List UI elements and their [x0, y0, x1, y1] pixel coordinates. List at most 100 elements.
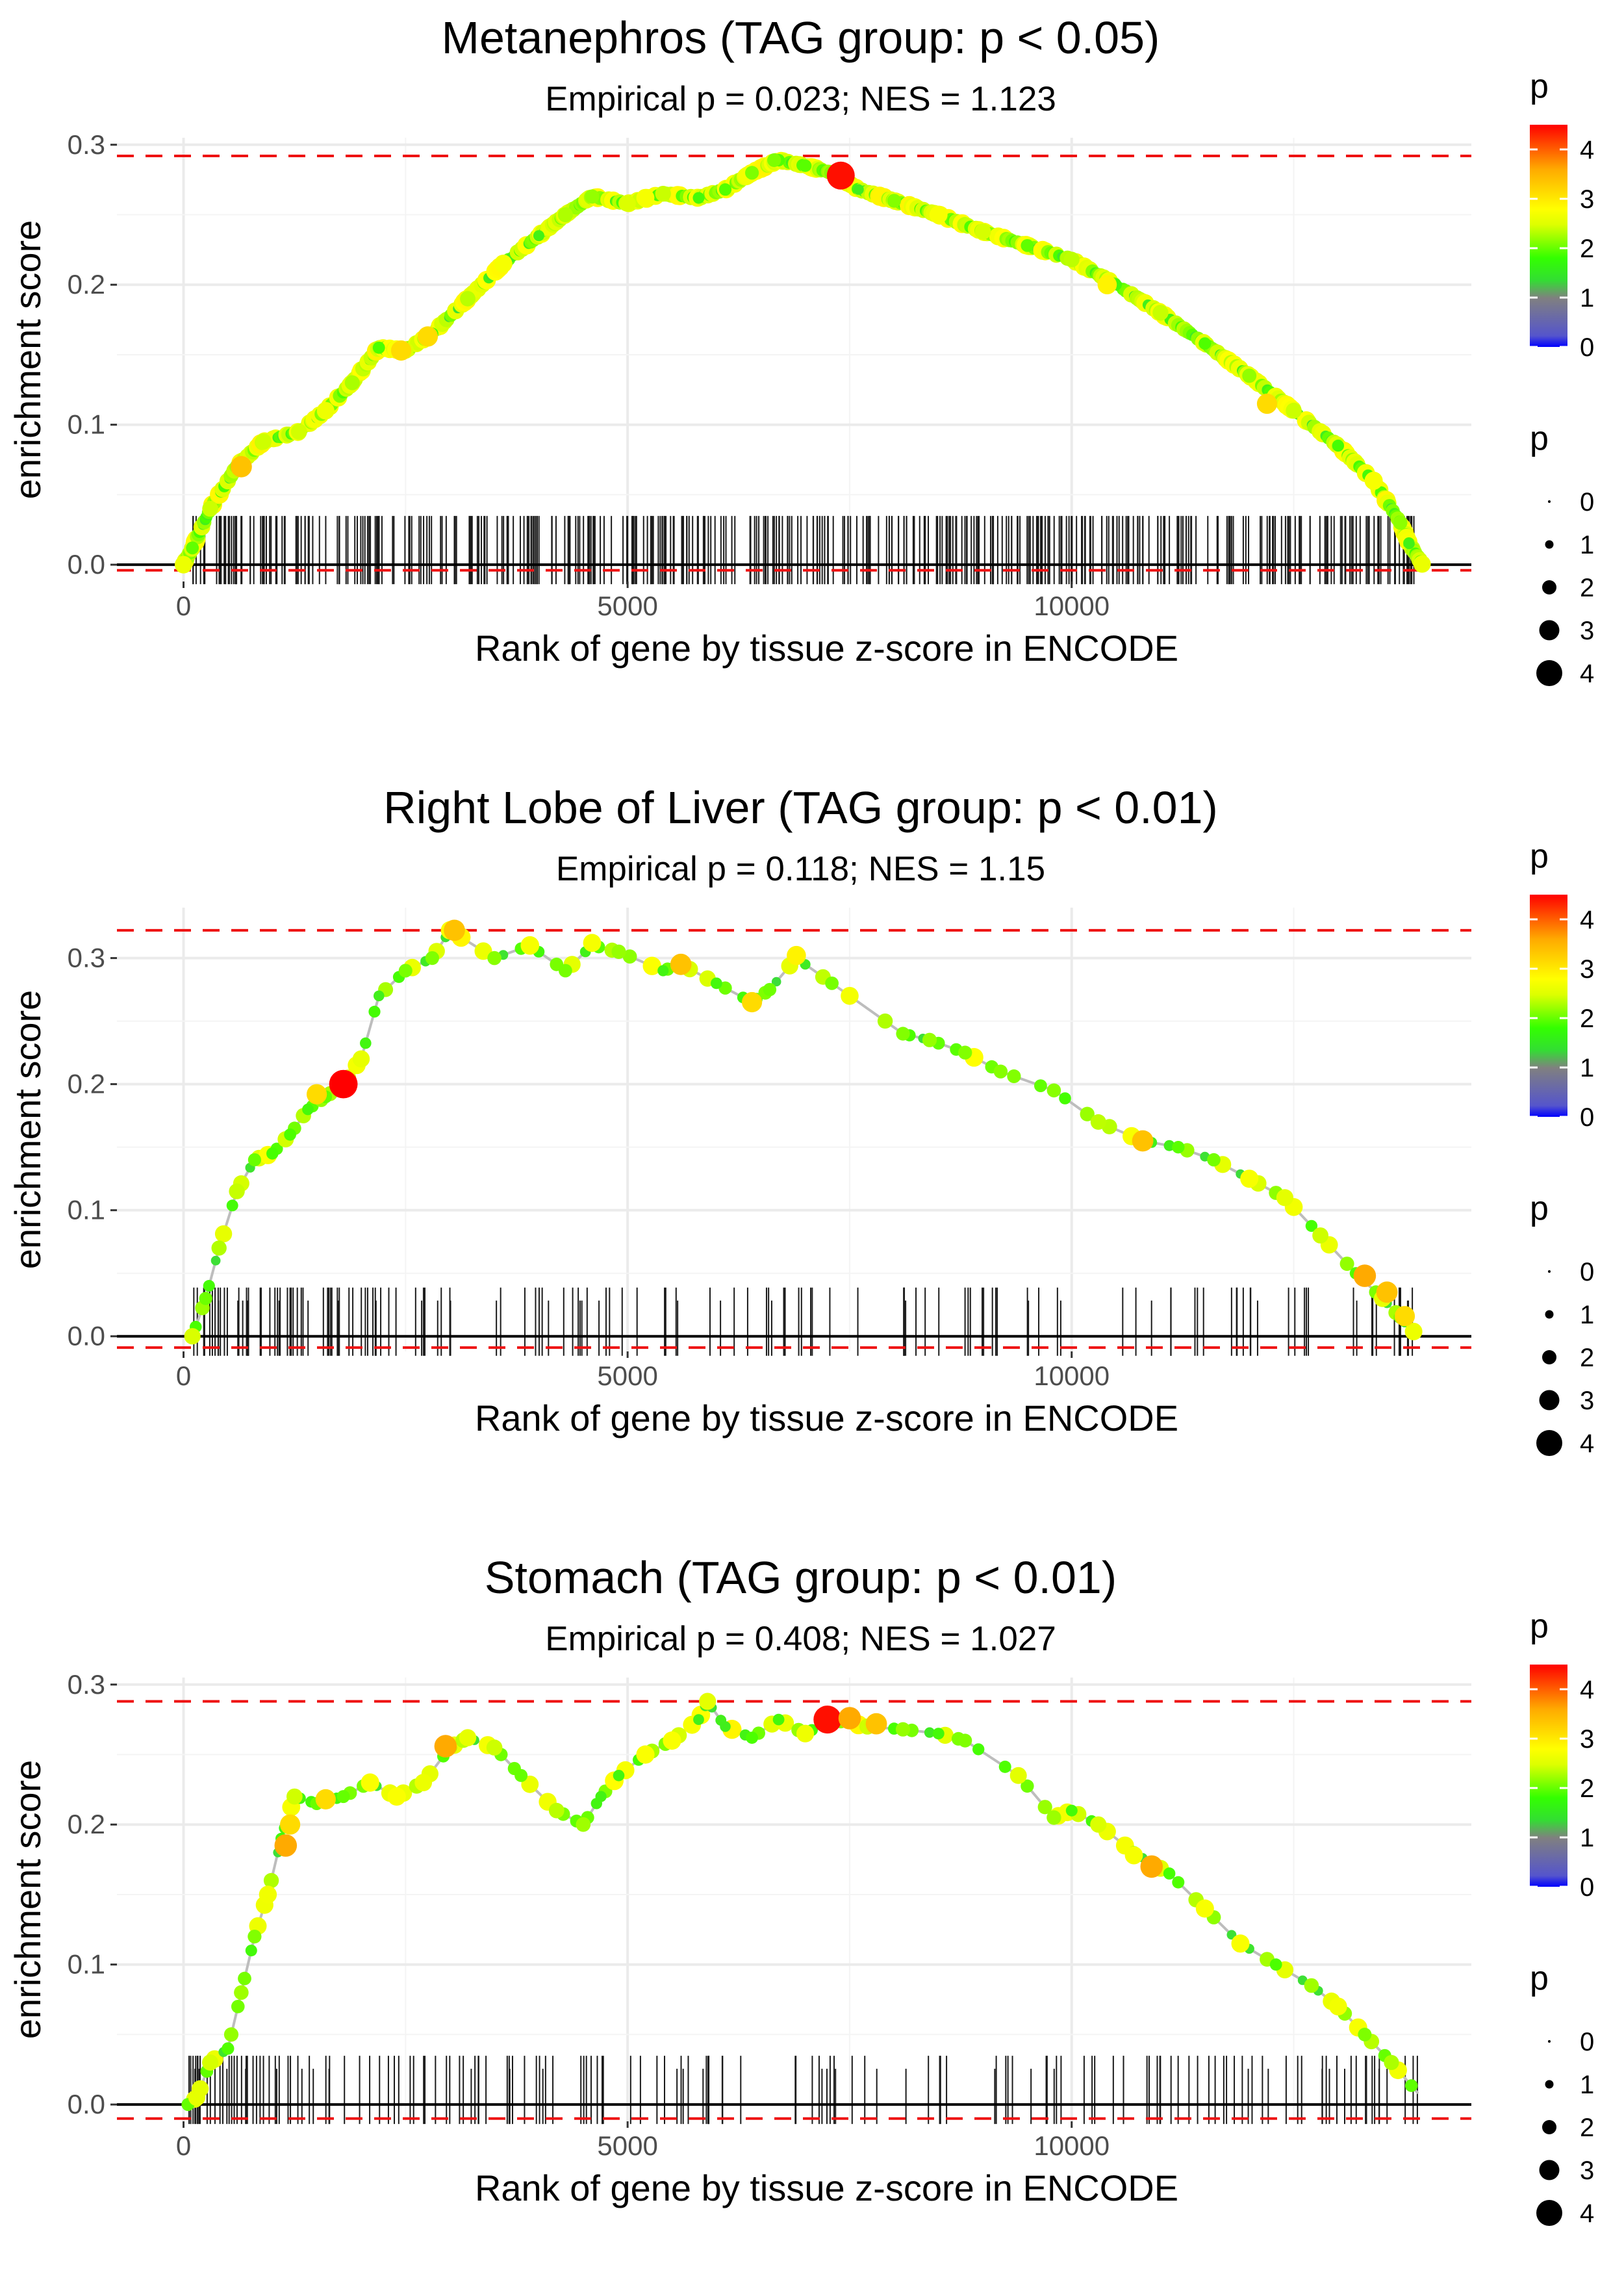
gene-point — [711, 977, 722, 990]
gene-point — [1063, 251, 1080, 268]
x-axis-title: Rank of gene by tissue z-score in ENCODE — [475, 2167, 1178, 2208]
gene-point-highlight — [520, 936, 539, 955]
colorbar-label: 2 — [1580, 1004, 1594, 1033]
x-tick-label: 0 — [176, 1361, 191, 1391]
color-legend: p 0 1 2 3 4 — [1530, 68, 1594, 362]
gene-point-highlight — [1132, 1130, 1154, 1152]
colorbar-label: 1 — [1580, 284, 1594, 313]
chart-panel-2: Right Lobe of Liver (TAG group: p < 0.01… — [7, 782, 1594, 1458]
y-tick-label: 0.0 — [68, 2089, 105, 2119]
x-tick-label: 10000 — [1034, 2130, 1110, 2161]
y-tick-label: 0.3 — [68, 129, 105, 160]
gene-point — [557, 207, 574, 223]
size-legend-label: 0 — [1580, 488, 1594, 517]
size-legend-dot — [1536, 1430, 1562, 1456]
gene-point — [548, 1802, 565, 1819]
gene-point — [352, 1050, 370, 1068]
gene-point — [486, 1739, 503, 1756]
gene-point — [494, 255, 513, 273]
gene-point — [1404, 1322, 1423, 1340]
size-legend-label: 4 — [1580, 659, 1594, 688]
gene-point — [514, 1769, 528, 1782]
gene-point — [1329, 1997, 1347, 2016]
chart-subtitle: Empirical p = 0.118; NES = 1.15 — [556, 850, 1045, 888]
y-tick-label: 0.2 — [68, 1809, 105, 1839]
gene-point — [1065, 1804, 1078, 1817]
gene-point — [825, 977, 839, 990]
gene-point — [657, 965, 669, 977]
gene-point — [1172, 1876, 1185, 1889]
gene-point — [284, 1128, 296, 1141]
gene-point — [374, 990, 385, 1002]
gene-point — [302, 1103, 314, 1116]
colorbar-label: 3 — [1580, 185, 1594, 214]
gene-point — [924, 1727, 935, 1738]
gene-point-highlight — [1097, 275, 1117, 295]
gene-point — [1163, 1867, 1176, 1880]
gene-point — [1152, 305, 1169, 321]
gene-point — [932, 1728, 945, 1740]
gene-point — [459, 1729, 477, 1746]
x-tick-label: 5000 — [597, 591, 657, 621]
gene-point — [231, 2000, 245, 2013]
gene-point — [798, 159, 812, 172]
gene-point — [211, 1240, 227, 1256]
gene-point — [263, 1872, 279, 1889]
size-legend-label: 0 — [1580, 2028, 1594, 2056]
gene-point — [1021, 239, 1034, 252]
size-legend-dot — [1542, 2120, 1556, 2134]
size-legend-dot — [1548, 1270, 1551, 1273]
gene-point-highlight — [767, 153, 781, 168]
gene-point — [1021, 1779, 1034, 1793]
colorbar-label: 4 — [1580, 136, 1594, 164]
size-legend: p 0 1 2 3 4 — [1530, 1190, 1594, 1458]
gene-point-highlight — [583, 934, 602, 952]
gene-point — [877, 1013, 893, 1029]
size-legend-label: 4 — [1580, 2199, 1594, 2228]
x-tick-label: 0 — [176, 2130, 191, 2161]
gene-point — [1034, 1079, 1047, 1092]
gene-point — [259, 1885, 277, 1904]
gene-point — [487, 951, 501, 965]
gene-point — [887, 194, 902, 208]
size-legend: p 0 1 2 3 4 — [1530, 1960, 1594, 2228]
gene-point — [585, 189, 600, 204]
x-tick-label: 10000 — [1034, 1361, 1110, 1391]
gene-point-highlight — [670, 953, 692, 975]
gridlines — [117, 138, 1471, 581]
gene-rug — [192, 516, 1415, 585]
gene-point-highlight — [280, 1814, 301, 1835]
gene-point — [1242, 368, 1257, 383]
chart-title: Stomach (TAG group: p < 0.01) — [485, 1552, 1117, 1603]
enrichment-points — [175, 151, 1431, 574]
colorbar — [1530, 1665, 1567, 1887]
gene-point — [1403, 538, 1415, 550]
size-legend-dot — [1536, 2200, 1562, 2226]
gene-point — [202, 2054, 219, 2071]
gene-point — [1231, 1934, 1250, 1953]
gene-point-highlight — [699, 1693, 717, 1710]
gene-point — [655, 186, 671, 202]
color-legend: p 0 1 2 3 4 — [1530, 837, 1594, 1132]
gene-point — [1047, 1083, 1061, 1098]
gene-point — [993, 1064, 1008, 1079]
gene-point-highlight — [444, 919, 465, 941]
gene-point — [368, 1006, 381, 1018]
y-axis-title: enrichment score — [7, 990, 48, 1270]
x-tick-label: 5000 — [597, 2130, 657, 2161]
chart-panel-3: Stomach (TAG group: p < 0.01) Empirical p… — [7, 1552, 1594, 2228]
colorbar-label: 4 — [1580, 1676, 1594, 1704]
gene-point — [796, 1724, 815, 1743]
y-axis-title: enrichment score — [7, 220, 48, 500]
gene-point — [1007, 1069, 1021, 1084]
y-tick-label: 0.2 — [68, 1069, 105, 1099]
gene-point — [234, 1985, 249, 2000]
size-legend-title: p — [1530, 1190, 1549, 1227]
size-legend-dot — [1539, 620, 1560, 641]
colorbar-title: p — [1530, 1607, 1549, 1645]
color-legend: p 0 1 2 3 4 — [1530, 1607, 1594, 1902]
gene-point — [922, 1032, 937, 1047]
gene-point — [184, 1328, 201, 1345]
size-legend-label: 3 — [1580, 2156, 1594, 2185]
gene-point — [460, 290, 476, 307]
